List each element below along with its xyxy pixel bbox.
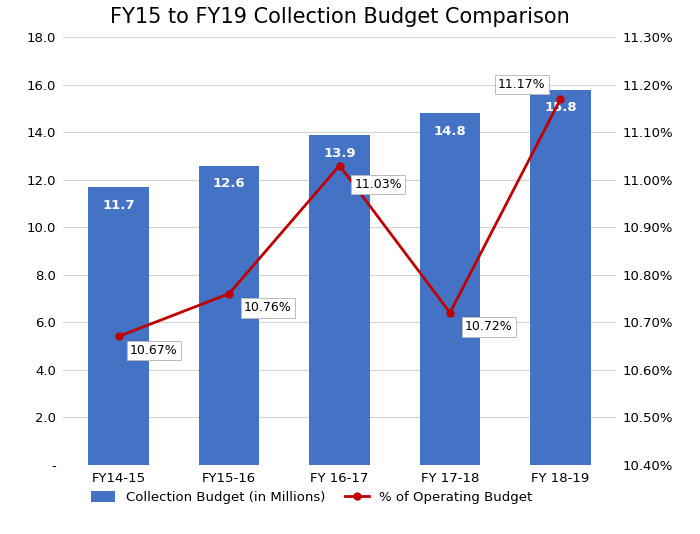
Bar (530, 90, 591, 465)
% of Operating Budget (114, 333, 122, 340)
Line: % of Operating Budget: % of Operating Budget (115, 96, 564, 340)
Text: 13.9: 13.9 (323, 146, 356, 160)
% of Operating Budget (225, 290, 233, 297)
Text: 10.67%: 10.67% (130, 344, 178, 357)
Legend: Collection Budget (in Millions), % of Operating Budget: Collection Budget (in Millions), % of Op… (86, 485, 538, 509)
Text: 10.76%: 10.76% (244, 301, 292, 315)
Bar (419, 113, 480, 465)
% of Operating Budget (335, 162, 344, 169)
Text: 11.17%: 11.17% (498, 78, 545, 91)
Title: FY15 to FY19 Collection Budget Comparison: FY15 to FY19 Collection Budget Compariso… (110, 7, 569, 27)
Text: 14.8: 14.8 (433, 125, 466, 138)
Text: 10.72%: 10.72% (465, 320, 512, 333)
Text: 11.03%: 11.03% (354, 178, 402, 191)
Bar (199, 166, 260, 465)
% of Operating Budget (556, 96, 565, 103)
Text: 15.8: 15.8 (544, 101, 577, 114)
Bar (88, 187, 149, 465)
Text: 12.6: 12.6 (213, 177, 245, 191)
Bar (309, 135, 370, 465)
% of Operating Budget (446, 310, 454, 316)
Text: 11.7: 11.7 (102, 199, 135, 212)
